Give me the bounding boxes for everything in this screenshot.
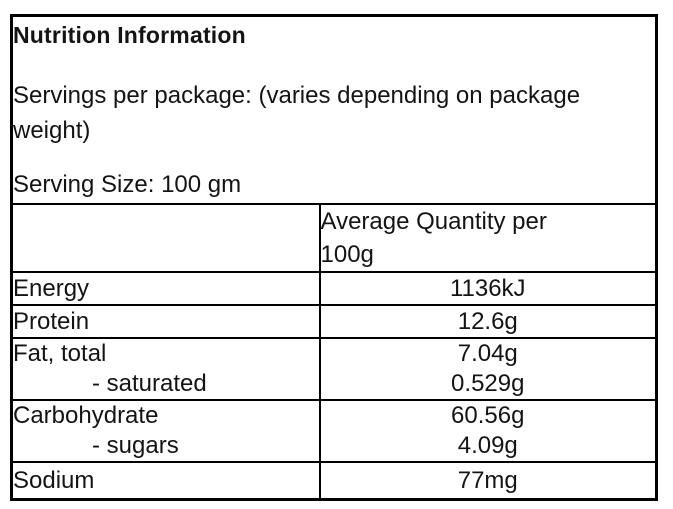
row-label-energy: Energy [10, 271, 321, 306]
row-label-protein: Protein [10, 304, 321, 339]
row-value-energy: 1136kJ [318, 271, 658, 306]
table-row-protein: Protein 12.6g [10, 304, 658, 339]
table-header-row: Average Quantity per 100g [10, 203, 658, 273]
nutrition-panel: Nutrition Information Servings per packa… [10, 14, 658, 501]
header-empty-cell [10, 203, 321, 273]
info-cell: Nutrition Information Servings per packa… [10, 14, 658, 205]
nutrition-table: Nutrition Information Servings per packa… [10, 14, 658, 501]
info-row: Nutrition Information Servings per packa… [10, 14, 658, 205]
serving-size-line: Serving Size: 100 gm [13, 171, 242, 198]
row-label-carbohydrate-total: Carbohydrate [13, 402, 159, 429]
table-row-carbohydrate: Carbohydrate - sugars 60.56g 4.09g [10, 399, 658, 463]
row-value-carbohydrate-sugars: 4.09g [457, 432, 518, 459]
row-value-fat: 7.04g 0.529g [318, 337, 658, 401]
table-row-fat: Fat, total - saturated 7.04g 0.529g [10, 337, 658, 401]
row-label-sodium: Sodium [10, 461, 321, 501]
value-column-header: Average Quantity per 100g [320, 208, 547, 268]
row-value-fat-total: 7.04g [457, 340, 518, 367]
row-value-carbohydrate-total: 60.56g [451, 402, 525, 429]
row-value-fat-saturated: 0.529g [451, 370, 525, 397]
header-value-cell: Average Quantity per 100g [318, 203, 658, 273]
row-label-carbohydrate-sugars: - sugars [92, 432, 179, 459]
row-value-carbohydrate: 60.56g 4.09g [318, 399, 658, 463]
table-row-energy: Energy 1136kJ [10, 271, 658, 306]
row-label-fat-total: Fat, total [13, 340, 107, 367]
row-label-fat: Fat, total - saturated [10, 337, 321, 401]
row-value-sodium: 77mg [318, 461, 658, 501]
servings-line: Servings per package: (varies depending … [13, 82, 581, 144]
row-value-protein: 12.6g [318, 304, 658, 339]
table-row-sodium: Sodium 77mg [10, 461, 658, 501]
panel-title: Nutrition Information [13, 22, 246, 48]
row-label-carbohydrate: Carbohydrate - sugars [10, 399, 321, 463]
row-label-fat-saturated: - saturated [92, 370, 207, 397]
